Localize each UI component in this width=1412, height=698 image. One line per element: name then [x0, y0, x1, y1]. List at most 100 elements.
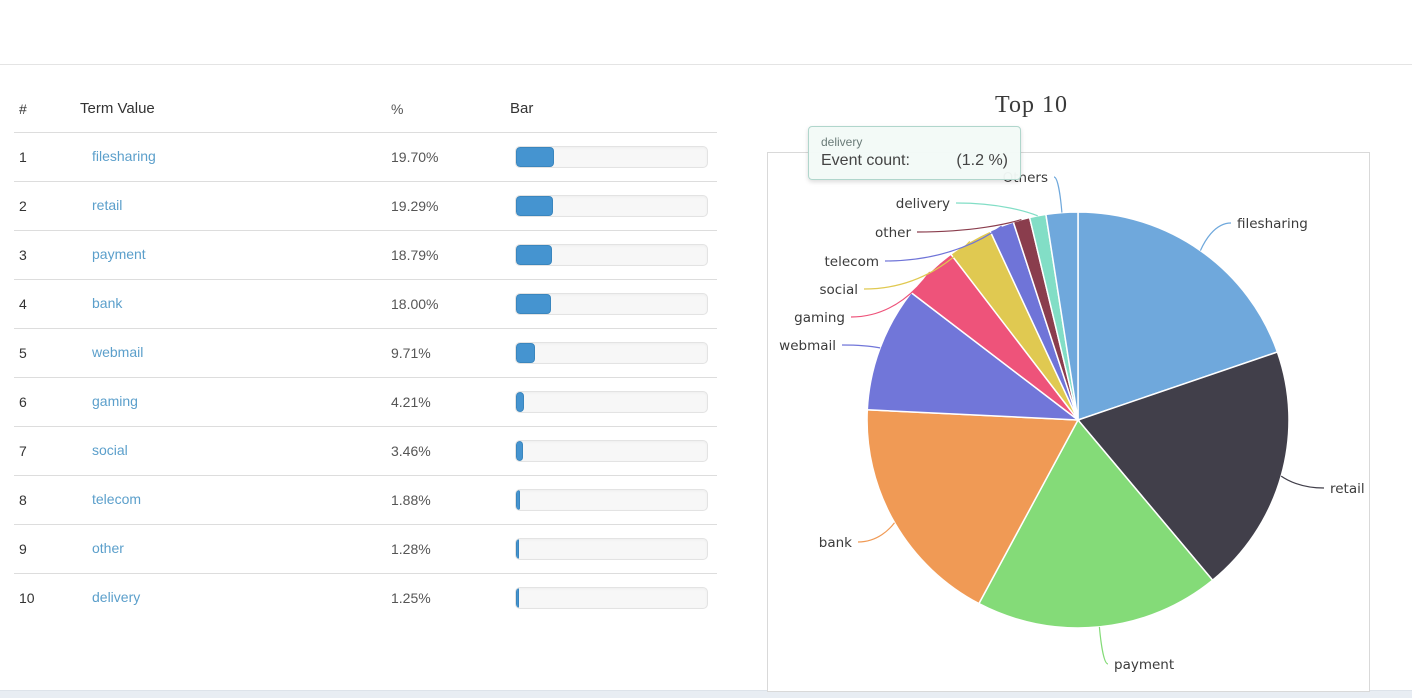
row-percent: 19.70% — [391, 149, 439, 165]
table-row: 1 filesharing 19.70% — [14, 133, 717, 182]
pie-slice-bank[interactable] — [866, 409, 1080, 605]
bar-track — [515, 489, 708, 511]
pie-leader-delivery — [955, 202, 1038, 217]
term-link-bank[interactable]: bank — [92, 295, 123, 311]
pie-label-bank: bank — [819, 535, 852, 551]
row-rank: 1 — [19, 149, 27, 165]
row-bar-cell — [510, 342, 717, 364]
row-bar-cell — [510, 489, 717, 511]
bottom-strip — [0, 690, 1412, 698]
bar-track — [515, 195, 708, 217]
row-percent: 19.29% — [391, 198, 439, 214]
term-link-payment[interactable]: payment — [92, 246, 146, 262]
bar-fill — [516, 245, 553, 265]
row-bar-cell — [510, 146, 717, 168]
term-link-social[interactable]: social — [92, 442, 128, 458]
row-term-cell: gaming — [80, 393, 386, 411]
chart-title: Top 10 — [995, 92, 1068, 118]
tooltip-percent: (1.2 %) — [956, 152, 1008, 169]
row-term-cell: telecom — [80, 491, 386, 509]
term-link-gaming[interactable]: gaming — [92, 393, 138, 409]
pie-slice-retail[interactable] — [1076, 351, 1290, 582]
bar-track — [515, 146, 708, 168]
pie-slice-webmail[interactable] — [866, 291, 1081, 421]
bar-fill — [516, 539, 519, 559]
row-term-cell: filesharing — [80, 148, 386, 166]
row-rank: 9 — [19, 541, 27, 557]
pie-label-webmail: webmail — [779, 338, 836, 354]
header-rank: # — [19, 100, 27, 117]
bar-track — [515, 538, 708, 560]
bar-track — [515, 391, 708, 413]
pie-label-filesharing: filesharing — [1237, 216, 1308, 232]
bar-fill — [516, 392, 525, 412]
bar-fill — [516, 147, 554, 167]
row-term-cell: payment — [80, 246, 386, 264]
pie-label-retail: retail — [1330, 481, 1365, 497]
pie-leader-Others — [1053, 176, 1063, 213]
bar-fill — [516, 343, 535, 363]
table-body: 1 filesharing 19.70% 2 retail 19.29% 3 payment 1… — [14, 133, 717, 622]
terms-table: # Term Value % Bar 1 filesharing 19.70% 2 re… — [14, 85, 717, 622]
row-percent: 1.88% — [391, 492, 431, 508]
bar-track — [515, 244, 708, 266]
table-row: 6 gaming 4.21% — [14, 378, 717, 427]
pie-leader-other — [916, 219, 1022, 233]
pie-label-other: other — [875, 225, 911, 241]
row-bar-cell — [510, 293, 717, 315]
row-bar-cell — [510, 391, 717, 413]
header-percent: % — [391, 100, 404, 117]
pie-slice-payment[interactable] — [977, 418, 1214, 629]
row-bar-cell — [510, 587, 717, 609]
pie-label-delivery: delivery — [896, 196, 950, 212]
table-row: 10 delivery 1.25% — [14, 574, 717, 622]
row-percent: 18.79% — [391, 247, 439, 263]
row-rank: 3 — [19, 247, 27, 263]
row-percent: 4.21% — [391, 394, 431, 410]
row-rank: 10 — [19, 590, 35, 606]
row-percent: 18.00% — [391, 296, 439, 312]
table-header-row: # Term Value % Bar — [14, 85, 717, 133]
table-row: 5 webmail 9.71% — [14, 329, 717, 378]
bar-fill — [516, 294, 551, 314]
bar-track — [515, 293, 708, 315]
tooltip-term: delivery — [821, 135, 863, 149]
row-percent: 9.71% — [391, 345, 431, 361]
pie-leader-filesharing — [1199, 222, 1232, 251]
row-term-cell: bank — [80, 295, 386, 313]
term-link-webmail[interactable]: webmail — [92, 344, 144, 360]
pie-leader-payment — [1098, 626, 1109, 665]
table-row: 2 retail 19.29% — [14, 182, 717, 231]
row-rank: 5 — [19, 345, 27, 361]
pie-label-gaming: gaming — [794, 310, 845, 326]
pie-label-social: social — [820, 282, 859, 298]
term-link-retail[interactable]: retail — [92, 197, 123, 213]
row-rank: 8 — [19, 492, 27, 508]
term-link-delivery[interactable]: delivery — [92, 589, 141, 605]
row-bar-cell — [510, 440, 717, 462]
tooltip-metric-label: Event count: — [821, 152, 910, 169]
pie-leader-retail — [1280, 475, 1325, 489]
bar-track — [515, 440, 708, 462]
table-row: 7 social 3.46% — [14, 427, 717, 476]
header-bar: Bar — [510, 100, 534, 117]
pie-leader-gaming — [850, 271, 931, 318]
row-bar-cell — [510, 244, 717, 266]
row-bar-cell — [510, 195, 717, 217]
bar-fill — [516, 588, 519, 608]
header-term-value: Term Value — [80, 100, 155, 117]
row-rank: 7 — [19, 443, 27, 459]
term-link-other[interactable]: other — [92, 540, 124, 556]
term-link-telecom[interactable]: telecom — [92, 491, 142, 507]
tooltip: delivery Event count: (1.2 %) — [808, 126, 1021, 180]
pie-leader-webmail — [841, 344, 881, 349]
row-percent: 1.28% — [391, 541, 431, 557]
term-link-filesharing[interactable]: filesharing — [92, 148, 156, 164]
row-percent: 1.25% — [391, 590, 431, 606]
pie-label-telecom: telecom — [825, 254, 880, 270]
row-rank: 6 — [19, 394, 27, 410]
bar-fill — [516, 490, 520, 510]
row-rank: 2 — [19, 198, 27, 214]
